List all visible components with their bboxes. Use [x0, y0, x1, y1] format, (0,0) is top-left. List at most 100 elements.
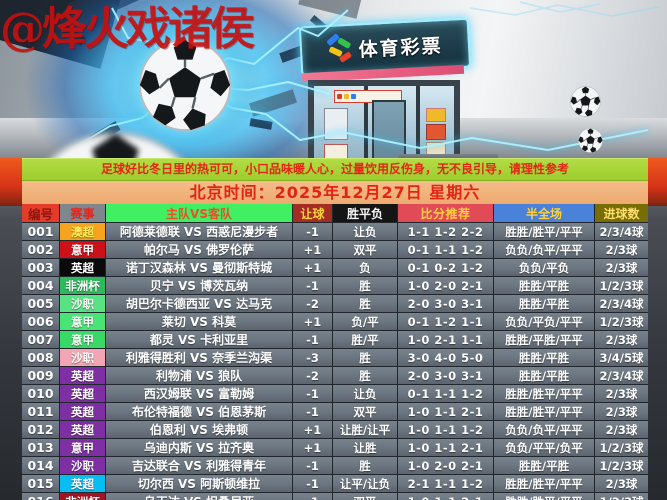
wdl-pick-cell: 让负 — [333, 385, 397, 402]
table-row: 007 意甲 都灵 VS 卡利亚里 -1 胜/平 1-0 2-1 1-1 胜胜/平胜/平平 2… — [22, 331, 648, 348]
row-id: 009 — [22, 367, 59, 384]
row-id: 015 — [22, 475, 59, 492]
right-edge-strip — [648, 158, 667, 500]
wdl-pick-cell: 胜/平 — [333, 331, 397, 348]
table-row: 003 英超 诺丁汉森林 VS 曼彻斯特城 +1 负 0-1 0-2 1-2 负负/平负 2/… — [22, 259, 648, 276]
goals-pick-cell: 2/3球 — [595, 259, 648, 276]
match-cell: 伯恩利 VS 埃弗顿 — [106, 421, 292, 438]
league-badge: 意甲 — [60, 313, 105, 330]
watermark: @烽火戏诸侯 — [0, 2, 255, 55]
league-badge: 沙职 — [60, 349, 105, 366]
half-full-pick-cell: 胜胜/胜平/平平 — [494, 475, 594, 492]
score-pick-cell: 1-0 1-1 2-1 — [398, 403, 493, 420]
table-row: 012 英超 伯恩利 VS 埃弗顿 +1 让胜/让平 1-0 1-1 1-2 负负/负平/平… — [22, 421, 648, 438]
column-header: 半全场 — [494, 204, 594, 222]
half-full-pick-cell: 胜胜/平胜/平平 — [494, 331, 594, 348]
wdl-pick-cell: 双平 — [333, 241, 397, 258]
half-full-pick-cell: 胜胜/平胜 — [494, 457, 594, 474]
half-full-pick-cell: 胜胜/平胜 — [494, 367, 594, 384]
soccer-ball-small-icon — [578, 128, 603, 153]
left-edge-strip — [0, 158, 22, 500]
right-edge-accent — [648, 158, 667, 206]
score-pick-cell: 0-1 1-2 1-1 — [398, 313, 493, 330]
goals-pick-cell: 2/3/4球 — [595, 223, 648, 240]
wdl-pick-cell: 胜 — [333, 349, 397, 366]
store-steps — [398, 154, 498, 158]
match-cell: 切尔西 VS 阿斯顿维拉 — [106, 475, 292, 492]
left-edge-accent — [0, 158, 22, 206]
league-badge: 英超 — [60, 259, 105, 276]
row-id: 012 — [22, 421, 59, 438]
table-row: 010 英超 西汉姆联 VS 富勒姆 -1 让负 0-1 1-1 1-2 胜胜/胜平/平平 2… — [22, 385, 648, 402]
wdl-pick-cell: 双平 — [333, 493, 397, 500]
hero-banner: 体育彩票 — [0, 0, 667, 158]
table-row: 006 意甲 莱切 VS 科莫 +1 负/平 0-1 1-2 1-1 负负/平负/平平 1/2… — [22, 313, 648, 330]
row-id: 001 — [22, 223, 59, 240]
column-header: 赛事 — [60, 204, 105, 222]
goals-pick-cell: 2/3球 — [595, 241, 648, 258]
store-door — [372, 100, 406, 158]
column-header: 胜平负 — [333, 204, 397, 222]
handicap-cell: -3 — [293, 349, 332, 366]
match-cell: 胡巴尔卡德西亚 VS 达马克 — [106, 295, 292, 312]
match-cell: 乌迪内斯 VS 拉齐奥 — [106, 439, 292, 456]
wdl-pick-cell: 胜 — [333, 295, 397, 312]
goals-pick-cell: 2/3/4球 — [595, 367, 648, 384]
wdl-pick-cell: 胜 — [333, 457, 397, 474]
league-badge: 英超 — [60, 385, 105, 402]
table-row: 004 非洲杯 贝宁 VS 博茨瓦纳 -1 胜 1-0 2-0 2-1 胜胜/平胜 1/2/3… — [22, 277, 648, 294]
match-cell: 阿德莱德联 VS 西惑尼漫步者 — [106, 223, 292, 240]
handicap-cell: -1 — [293, 331, 332, 348]
score-pick-cell: 2-1 1-1 1-2 — [398, 475, 493, 492]
score-pick-cell: 2-0 3-0 3-1 — [398, 295, 493, 312]
half-full-pick-cell: 胜胜/平胜 — [494, 349, 594, 366]
handicap-cell: -1 — [293, 223, 332, 240]
half-full-pick-cell: 胜胜/胜平/平平 — [494, 403, 594, 420]
handicap-cell: +1 — [293, 421, 332, 438]
column-header: 编号 — [22, 204, 59, 222]
row-id: 013 — [22, 439, 59, 456]
league-badge: 英超 — [60, 403, 105, 420]
half-full-pick-cell: 负负/平负 — [494, 259, 594, 276]
row-id: 008 — [22, 349, 59, 366]
goals-pick-cell: 2/3球 — [595, 403, 648, 420]
league-badge: 非洲杯 — [60, 277, 105, 294]
handicap-cell: -2 — [293, 367, 332, 384]
score-pick-cell: 0-1 0-2 1-2 — [398, 259, 493, 276]
league-badge: 意甲 — [60, 241, 105, 258]
wdl-pick-cell: 双平 — [333, 403, 397, 420]
goals-pick-cell: 1/2/3球 — [595, 277, 648, 294]
half-full-pick-cell: 胜胜/胜平/平平 — [494, 385, 594, 402]
prediction-table: 编号 赛事 主队VS客队 让球 胜平负 比分推荐 半全场 进球数 001 澳超 阿德莱德联 VS … — [22, 204, 648, 500]
column-header: 主队VS客队 — [106, 204, 292, 222]
match-cell: 都灵 VS 卡利亚里 — [106, 331, 292, 348]
match-cell: 布伦特福德 VS 伯恩茅斯 — [106, 403, 292, 420]
wdl-pick-cell: 负 — [333, 259, 397, 276]
goals-pick-cell: 2/3/4球 — [595, 295, 648, 312]
score-pick-cell: 3-0 4-0 5-0 — [398, 349, 493, 366]
goals-pick-cell: 1/2/3球 — [595, 439, 648, 456]
league-badge: 意甲 — [60, 439, 105, 456]
league-badge: 英超 — [60, 475, 105, 492]
goals-pick-cell: 1/2/3球 — [595, 493, 648, 500]
league-badge: 英超 — [60, 367, 105, 384]
score-pick-cell: 1-0 2-1 1-1 — [398, 331, 493, 348]
league-badge: 意甲 — [60, 331, 105, 348]
league-badge: 沙职 — [60, 295, 105, 312]
match-cell: 利物浦 VS 狼队 — [106, 367, 292, 384]
goals-pick-cell: 1/2/3球 — [595, 313, 648, 330]
match-cell: 帕尔马 VS 佛罗伦萨 — [106, 241, 292, 258]
handicap-cell: +1 — [293, 439, 332, 456]
date-bar: 北京时间：2025年12月27日 星期六 — [22, 181, 648, 204]
table-row: 008 沙职 利雅得胜利 VS 奈季兰沟渠 -3 胜 3-0 4-0 5-0 胜胜/平胜 3/… — [22, 349, 648, 366]
score-pick-cell: 1-0 2-0 2-1 — [398, 277, 493, 294]
table-row: 009 英超 利物浦 VS 狼队 -2 胜 2-0 3-0 3-1 胜胜/平胜 2/3/4球 — [22, 367, 648, 384]
handicap-cell: -1 — [293, 403, 332, 420]
wdl-pick-cell: 胜 — [333, 277, 397, 294]
window-poster — [426, 108, 446, 122]
score-pick-cell: 1-0 2-0 2-1 — [398, 457, 493, 474]
goals-pick-cell: 1/2/3球 — [595, 457, 648, 474]
handicap-cell: +1 — [293, 259, 332, 276]
